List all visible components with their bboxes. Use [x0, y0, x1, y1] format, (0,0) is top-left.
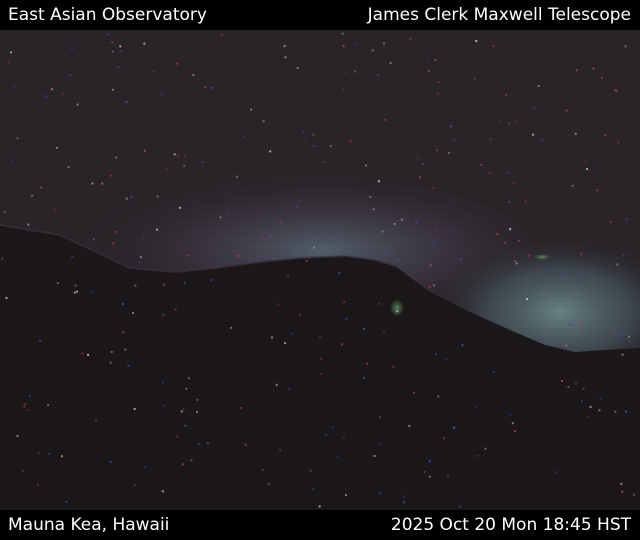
- location-label: Mauna Kea, Hawaii: [8, 515, 170, 535]
- webcam-image: [0, 30, 640, 510]
- telescope-name: James Clerk Maxwell Telescope: [367, 5, 631, 25]
- bottom-caption-bar: Mauna Kea, Hawaii 2025 Oct 20 Mon 18:45 …: [0, 510, 640, 540]
- night-sky-scene: [0, 30, 640, 510]
- top-caption-bar: East Asian Observatory James Clerk Maxwe…: [0, 0, 640, 30]
- observatory-name: East Asian Observatory: [8, 5, 207, 25]
- timestamp-label: 2025 Oct 20 Mon 18:45 HST: [390, 515, 631, 535]
